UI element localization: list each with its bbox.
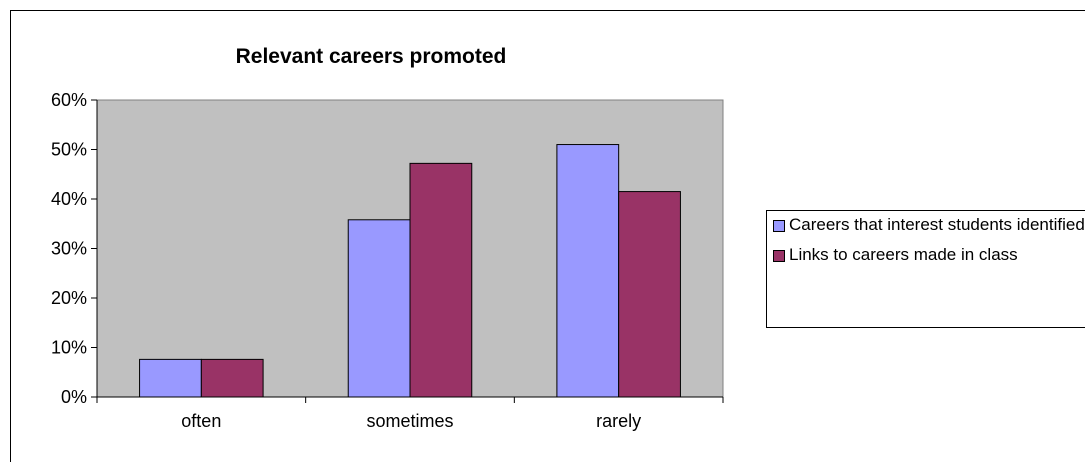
bar — [347, 219, 411, 398]
x-tick-label: often — [181, 411, 221, 431]
y-tick-label: 40% — [51, 189, 87, 209]
plot-area: 0% 10% 20% 30% 40% 50% 60% often sometimes rarely — [51, 90, 724, 431]
y-tick-label: 0% — [61, 387, 87, 407]
chart-title: Relevant careers promoted — [236, 45, 507, 68]
x-tick-label: sometimes — [366, 411, 453, 431]
bar — [618, 191, 681, 398]
bar — [200, 358, 264, 398]
y-tick-label: 60% — [51, 90, 87, 110]
legend-label-series-1: Careers that interest students identifie… — [789, 215, 1085, 234]
y-tick-label: 30% — [51, 239, 87, 259]
bar — [139, 358, 202, 398]
legend-label-series-2: Links to careers made in class — [789, 245, 1018, 264]
y-tick-label: 10% — [51, 338, 87, 358]
bar — [409, 162, 473, 398]
legend: Careers that interest students identifie… — [766, 210, 1085, 328]
legend-item-series-1: Careers that interest students identifie… — [773, 214, 1085, 236]
x-tick-label: rarely — [596, 411, 641, 431]
chart-frame — [10, 10, 1085, 462]
y-tick-label: 50% — [51, 140, 87, 160]
y-tick-label: 20% — [51, 288, 87, 308]
bar — [556, 144, 620, 398]
legend-swatch-series-2 — [773, 250, 785, 262]
legend-item-series-2: Links to careers made in class — [773, 244, 1085, 266]
legend-swatch-series-1 — [773, 220, 785, 232]
